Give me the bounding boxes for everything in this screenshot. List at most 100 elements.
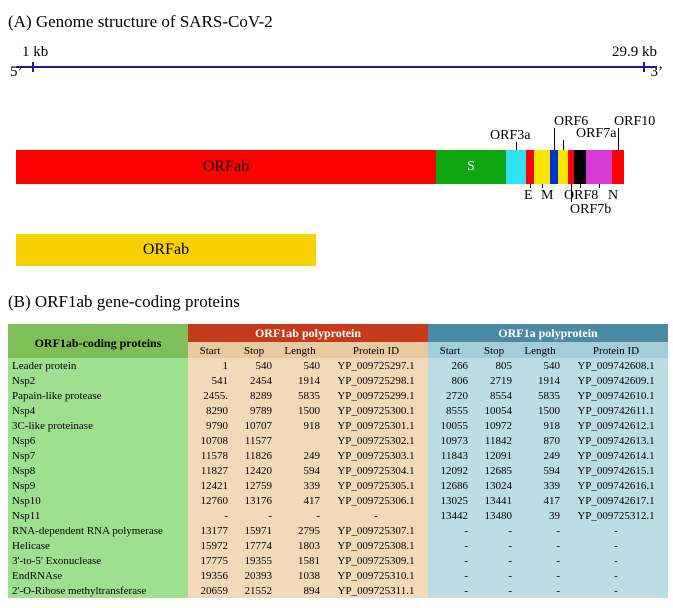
label-e: E [524, 188, 533, 204]
svg-text:Start: Start [200, 345, 221, 357]
svg-text:-: - [556, 540, 560, 552]
svg-text:3C-like proteinase: 3C-like proteinase [12, 420, 93, 432]
svg-text:870: 870 [544, 435, 561, 447]
svg-text:YP_009725302.1: YP_009725302.1 [337, 435, 414, 447]
svg-text:YP_009725306.1: YP_009725306.1 [337, 495, 414, 507]
svg-text:Length: Length [284, 345, 316, 357]
svg-text:12685: 12685 [485, 465, 513, 477]
svg-text:-: - [614, 555, 618, 567]
svg-text:918: 918 [544, 420, 561, 432]
svg-text:Leader protein: Leader protein [12, 360, 77, 372]
segment-orf3a [506, 150, 526, 184]
svg-text:249: 249 [544, 450, 561, 462]
svg-text:-: - [464, 570, 468, 582]
svg-text:12760: 12760 [201, 495, 229, 507]
table-svg: ORF1ab-coding proteinsORF1ab polyprotein… [8, 324, 668, 600]
svg-text:Length: Length [524, 345, 556, 357]
segment-orf7a [558, 150, 568, 184]
svg-text:21552: 21552 [245, 585, 273, 597]
section-b-title: (B) ORF1ab gene-coding proteins [8, 292, 665, 312]
svg-text:15971: 15971 [245, 525, 273, 537]
svg-text:YP_009742610.1: YP_009742610.1 [577, 390, 654, 402]
svg-text:-: - [508, 525, 512, 537]
svg-text:Start: Start [440, 345, 461, 357]
orfab-secondary-label: ORFab [143, 241, 189, 259]
svg-text:-: - [556, 525, 560, 537]
svg-text:417: 417 [304, 495, 321, 507]
svg-text:1803: 1803 [298, 540, 321, 552]
svg-text:YP_009742616.1: YP_009742616.1 [577, 480, 654, 492]
svg-text:YP_009725309.1: YP_009725309.1 [337, 555, 414, 567]
segment-orf10 [612, 150, 624, 184]
segment-orf6 [550, 150, 558, 184]
svg-text:2720: 2720 [446, 390, 469, 402]
svg-text:894: 894 [304, 585, 321, 597]
genome-scale: 1 kb 29.9 kb 5’ 3’ [16, 44, 657, 84]
genome-diagram: ORFabSORF3aEMORF6ORF7aORF7bORF8NORF10 [16, 120, 657, 220]
svg-text:-: - [556, 555, 560, 567]
svg-text:19355: 19355 [245, 555, 273, 567]
svg-text:540: 540 [304, 360, 321, 372]
svg-text:11842: 11842 [485, 435, 512, 447]
svg-text:540: 540 [256, 360, 273, 372]
svg-text:541: 541 [212, 375, 229, 387]
svg-text:2719: 2719 [490, 375, 513, 387]
svg-text:YP_009725300.1: YP_009725300.1 [337, 405, 414, 417]
svg-text:15972: 15972 [201, 540, 229, 552]
svg-text:YP_009742609.1: YP_009742609.1 [577, 375, 654, 387]
svg-text:8289: 8289 [250, 390, 273, 402]
svg-text:11827: 11827 [201, 465, 229, 477]
svg-text:-: - [508, 540, 512, 552]
svg-text:-: - [464, 585, 468, 597]
svg-text:9789: 9789 [250, 405, 273, 417]
svg-text:12421: 12421 [201, 480, 229, 492]
svg-text:10972: 10972 [485, 420, 513, 432]
svg-text:12759: 12759 [245, 480, 273, 492]
svg-text:-: - [614, 525, 618, 537]
svg-text:YP_009742617.1: YP_009742617.1 [577, 495, 654, 507]
svg-text:1500: 1500 [298, 405, 321, 417]
orfab-secondary-bar: ORFab [16, 234, 316, 266]
svg-text:YP_009725303.1: YP_009725303.1 [337, 450, 414, 462]
svg-text:39: 39 [549, 510, 561, 522]
orfab-secondary: ORFab [16, 234, 657, 274]
svg-text:YP_009725301.1: YP_009725301.1 [337, 420, 414, 432]
segment-m [534, 150, 550, 184]
svg-text:-: - [268, 510, 272, 522]
scale-left-label: 1 kb [22, 44, 48, 61]
svg-text:13480: 13480 [485, 510, 513, 522]
scale-line [16, 66, 657, 68]
svg-text:Nsp6: Nsp6 [12, 435, 36, 447]
svg-text:Helicase: Helicase [12, 540, 50, 552]
svg-text:-: - [464, 540, 468, 552]
svg-text:-: - [316, 510, 320, 522]
svg-text:EndRNAse: EndRNAse [12, 570, 62, 582]
svg-text:805: 805 [496, 360, 513, 372]
svg-text:13442: 13442 [441, 510, 469, 522]
svg-text:806: 806 [452, 375, 469, 387]
svg-text:8554: 8554 [490, 390, 513, 402]
svg-text:1038: 1038 [298, 570, 321, 582]
svg-text:13024: 13024 [485, 480, 513, 492]
svg-text:417: 417 [544, 495, 561, 507]
svg-text:2454: 2454 [250, 375, 273, 387]
svg-text:1500: 1500 [538, 405, 561, 417]
label-orf10: ORF10 [614, 114, 655, 130]
svg-text:YP_009725310.1: YP_009725310.1 [337, 570, 414, 582]
svg-text:2795: 2795 [298, 525, 321, 537]
svg-text:-: - [614, 540, 618, 552]
segment-orfab: ORFab [16, 150, 436, 184]
svg-text:11578: 11578 [201, 450, 229, 462]
svg-text:YP_009742611.1: YP_009742611.1 [578, 405, 655, 417]
svg-text:594: 594 [544, 465, 561, 477]
label-orf8: ORF8 [564, 188, 598, 204]
svg-text:YP_009725312.1: YP_009725312.1 [577, 510, 654, 522]
svg-text:-: - [464, 555, 468, 567]
label-orf7b: ORF7b [570, 202, 611, 218]
svg-text:19356: 19356 [201, 570, 229, 582]
svg-text:YP_009725308.1: YP_009725308.1 [337, 540, 414, 552]
svg-text:1914: 1914 [298, 375, 321, 387]
label-orf3a: ORF3a [490, 128, 530, 144]
svg-text:YP_009725298.1: YP_009725298.1 [337, 375, 414, 387]
svg-text:YP_009725299.1: YP_009725299.1 [337, 390, 414, 402]
